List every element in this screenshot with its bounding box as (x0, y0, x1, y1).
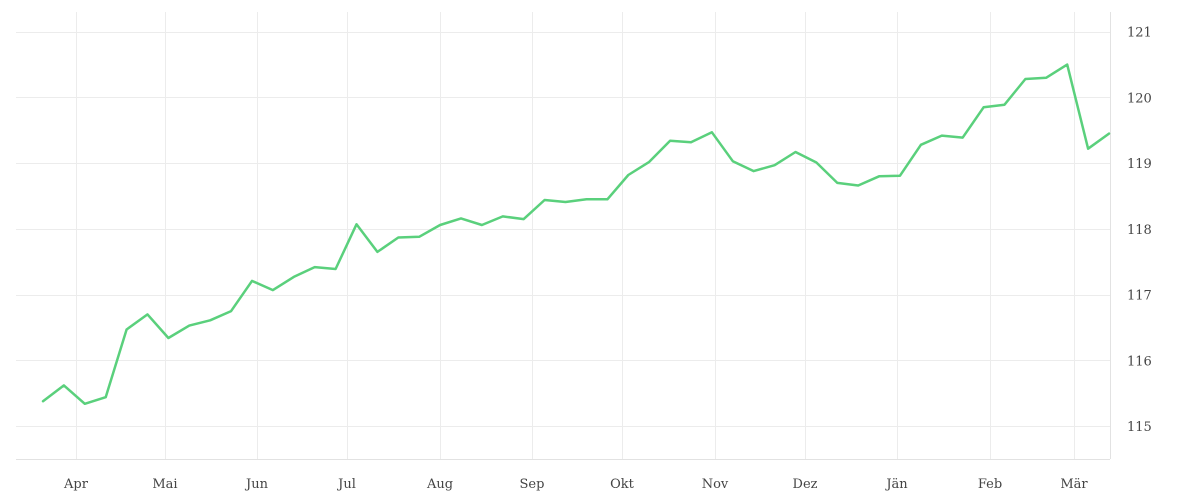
x-tick-label: Dez (793, 477, 818, 492)
y-tick-label: 117 (1127, 289, 1152, 304)
x-tick-label: Mär (1060, 477, 1088, 492)
y-tick-label: 116 (1127, 354, 1152, 369)
series-layer (41, 63, 1111, 406)
series-line-0 (41, 63, 1111, 406)
y-axis-ticks: 115 116 117 118 119 120 121 (1127, 26, 1152, 435)
horizontal-gridlines (16, 32, 1110, 427)
x-tick-label: Feb (978, 477, 1002, 492)
y-tick-label: 120 (1127, 91, 1152, 106)
x-tick-label: Aug (426, 477, 453, 492)
x-tick-label: Okt (610, 477, 635, 492)
x-tick-label: Mai (152, 477, 177, 492)
y-tick-label: 119 (1127, 157, 1152, 172)
x-tick-label: Jun (244, 477, 269, 492)
chart-axes (16, 12, 1111, 460)
x-tick-label: Sep (520, 477, 545, 492)
y-tick-label: 118 (1127, 223, 1152, 238)
x-axis-ticks: Apr Mai Jun Jul Aug Sep Okt Nov Dez Jän Feb Mär (63, 477, 1088, 492)
x-tick-label: Nov (702, 477, 729, 492)
vertical-gridlines (76, 12, 1075, 459)
x-tick-label: Jul (336, 477, 356, 492)
x-tick-label: Apr (63, 477, 89, 492)
y-tick-label: 115 (1127, 420, 1152, 435)
y-tick-label: 121 (1127, 26, 1152, 41)
x-tick-label: Jän (884, 477, 908, 492)
